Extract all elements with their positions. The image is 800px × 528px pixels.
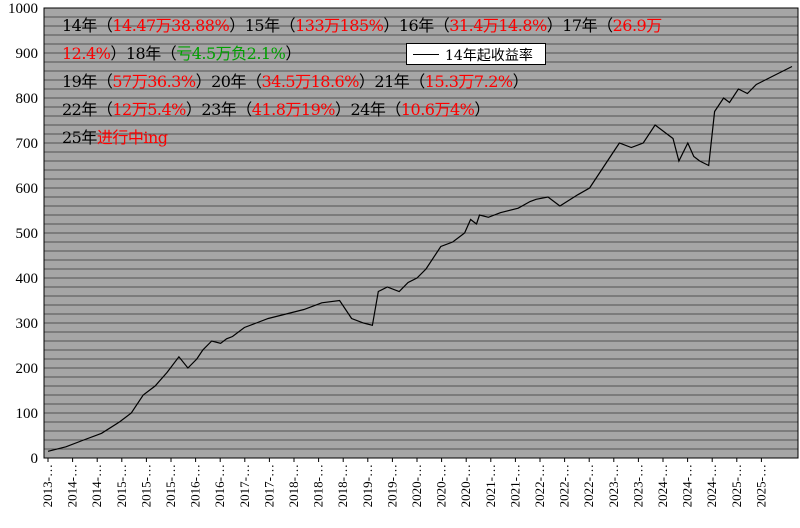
annotation-segment: 41.8万19% [251,100,336,119]
annotation-segment: 10.6万4% [400,100,475,119]
x-tick-label: 2016-… [188,464,203,507]
annotation-segment: ）23年（ [185,100,252,119]
annotation-segment: ） [285,44,301,63]
series-line-14年起收益率 [47,65,793,452]
annotation-segment: 31.4万14.8% [449,16,547,35]
y-tick-label: 600 [16,181,39,197]
annotation-segment: 14.47万38.88% [112,16,230,35]
annotation-line: 19年（57万36.3%）20年（34.5万18.6%）21年（15.3万7.2… [62,68,529,92]
x-tick-label: 2018-… [311,464,326,507]
annotation-line: 22年（12万5.4%）23年（41.8万19%）24年（10.6万4%） [62,96,490,120]
annotation-segment: ）20年（ [195,72,262,91]
annotation-segment: ）15年（ [229,16,296,35]
annotation-segment: ） [512,72,529,91]
x-tick-label: 2018-… [335,464,350,507]
annotation-segment: 12.4% [62,44,111,63]
y-tick-label: 0 [31,451,39,467]
annotation-segment: 15.3万7.2% [424,72,513,91]
x-tick-label: 2021-… [483,464,498,507]
x-tick-label: 2021-… [507,464,522,507]
y-tick-label: 500 [16,226,39,242]
x-tick-label: 2025-… [753,464,768,507]
annotation-segment: 133万185% [295,16,384,35]
x-tick-label: 2025-… [729,464,744,507]
x-axis: 2013-… 2014-… 2014-… 2015-… 2015-… 2015-… 2016… [40,458,768,507]
annotation-segment: 57万36.3% [112,72,196,91]
x-tick-label: 2017-… [261,464,276,507]
annotation-segment: ） [474,100,490,119]
y-tick-label: 200 [16,361,39,377]
annotation-segment: ）17年（ [546,16,613,35]
x-tick-label: 2022-… [581,464,596,507]
annotation-segment: ）18年（ [110,44,177,63]
y-tick-label: 800 [16,91,39,107]
legend: 14年起收益率 [406,43,546,65]
annotation-line: 25年进行中ing [62,124,168,148]
annotation-line: 12.4%）18年（亏4.5万负2.1%） [62,40,301,64]
x-tick-label: 2024-… [655,464,670,507]
x-tick-label: 2024-… [704,464,719,507]
y-tick-label: 1000 [8,1,38,17]
x-tick-label: 2022-… [532,464,547,507]
annotation-segment: 19年（ [62,72,113,91]
annotation-segment: 25年 [62,128,97,147]
x-tick-label: 2022-… [557,464,572,507]
annotation-segment: ）16年（ [383,16,450,35]
x-tick-label: 2014-… [65,464,80,507]
y-tick-label: 900 [16,46,39,62]
x-tick-label: 2023-… [630,464,645,507]
legend-swatch [413,54,439,55]
annotation-segment: ）21年（ [358,72,425,91]
annotation-segment: 进行中ing [96,128,168,147]
x-tick-label: 2019-… [384,464,399,507]
x-tick-label: 2020-… [458,464,473,507]
x-tick-label: 2024-… [680,464,695,507]
x-tick-label: 2020-… [409,464,424,507]
x-tick-label: 2015-… [163,464,178,507]
legend-label: 14年起收益率 [445,48,533,64]
x-tick-label: 2015-… [138,464,153,507]
annotation-line: 14年（14.47万38.88%）15年（133万185%）16年（31.4万1… [62,12,662,36]
y-axis: 0 100 200 300 400 500 600 700 800 900 1000 [8,1,38,467]
annotation-segment: 14年（ [62,16,113,35]
annotation-segment: 26.9万 [612,16,663,35]
gridlines [44,16,798,450]
annotation-segment: 12万5.4% [112,100,186,119]
x-tick-label: 2014-… [89,464,104,507]
x-tick-label: 2023-… [606,464,621,507]
y-tick-label: 700 [16,136,39,152]
x-tick-label: 2017-… [237,464,252,507]
y-tick-label: 400 [16,271,39,287]
x-tick-label: 2016-… [212,464,227,507]
x-tick-label: 2020-… [434,464,449,507]
annotation-segment: 34.5万18.6% [261,72,359,91]
y-tick-label: 100 [16,406,39,422]
annotation-segment: ）24年（ [334,100,401,119]
x-tick-label: 2013-… [40,464,55,507]
annotation-segment: 亏4.5万负2.1% [176,44,286,63]
x-tick-label: 2019-… [360,464,375,507]
annotation-segment: 22年（ [62,100,113,119]
y-tick-label: 300 [16,316,39,332]
x-tick-label: 2018-… [286,464,301,507]
x-tick-label: 2015-… [114,464,129,507]
